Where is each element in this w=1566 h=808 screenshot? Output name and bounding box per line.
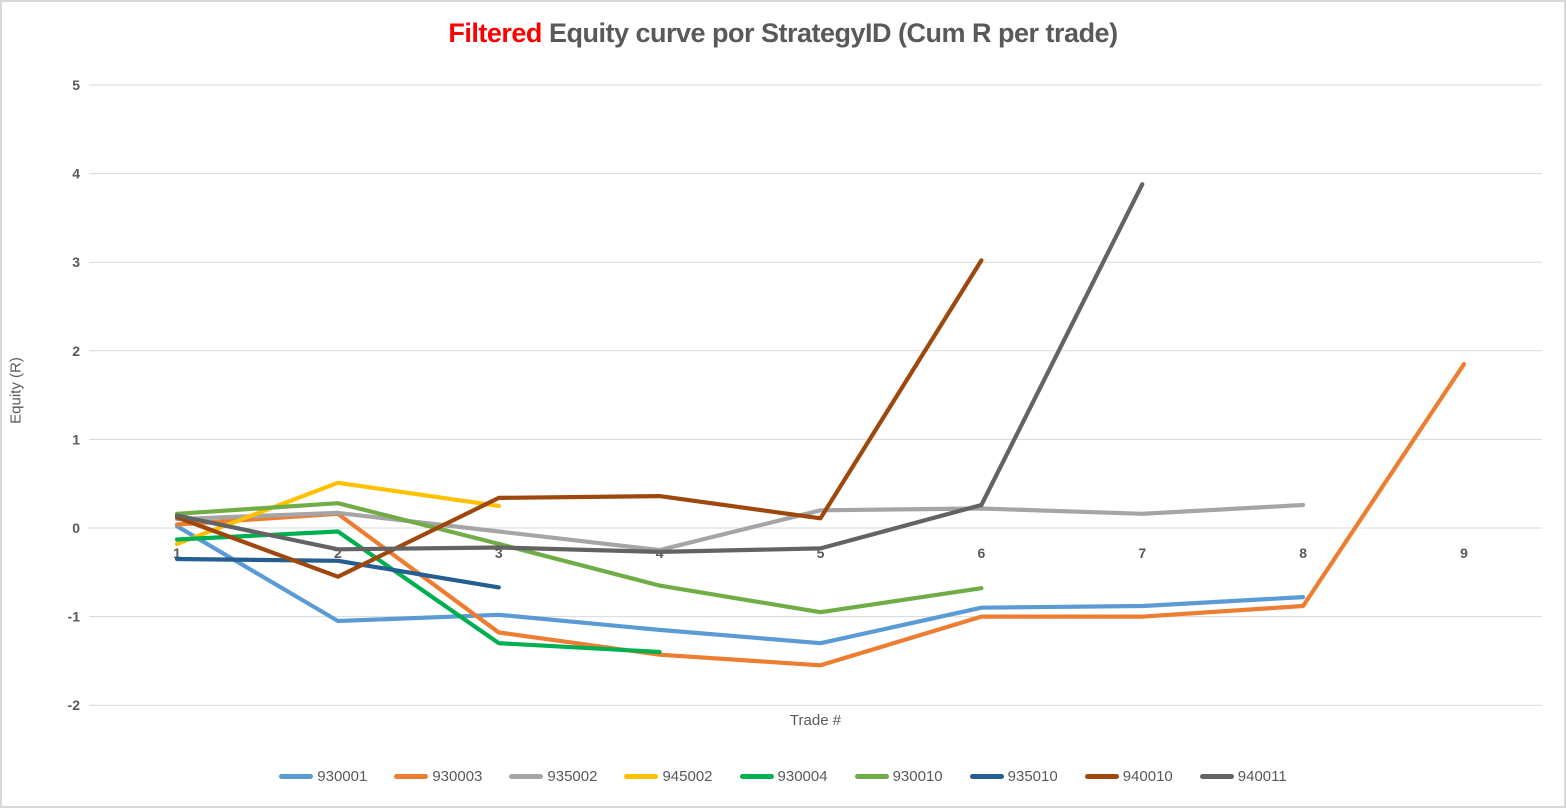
legend-label-940011: 940011: [1237, 768, 1287, 785]
series-line-930004: [174, 529, 662, 655]
legend-item-940011: 940011: [1199, 768, 1287, 785]
legend-item-935010: 935010: [969, 768, 1058, 785]
legend-swatch-935010: [969, 774, 1004, 779]
title-text: Equity curve por StrategyID (Cum R per t…: [548, 18, 1118, 48]
y-tick-label-4: 4: [72, 166, 80, 182]
legend-label-930003: 930003: [432, 768, 483, 785]
legend-label-935010: 935010: [1007, 768, 1058, 785]
y-tick-label-5: 5: [72, 77, 80, 93]
legend-label-945002: 945002: [662, 768, 713, 785]
legend-label-930004: 930004: [777, 768, 828, 785]
legend-item-930001: 930001: [279, 768, 367, 785]
legend-swatch-945002: [624, 774, 659, 779]
x-tick-label-7: 7: [1138, 545, 1146, 561]
series-line-935010: [174, 556, 501, 590]
series-line-945002: [174, 480, 501, 546]
y-tick-label--2: -2: [68, 697, 81, 713]
legend-item-930003: 930003: [394, 768, 482, 785]
x-tick-label-2: 2: [334, 545, 342, 561]
series-line-935002: [174, 502, 1306, 553]
x-tick-label-9: 9: [1460, 545, 1468, 561]
title-highlight: Filtered: [448, 18, 542, 48]
series-line-940011: [174, 182, 1145, 554]
legend-item-945002: 945002: [624, 768, 713, 785]
x-tick-label-5: 5: [817, 545, 825, 561]
legend-label-930001: 930001: [317, 768, 368, 785]
y-tick-label-0: 0: [72, 520, 80, 536]
legend-item-930004: 930004: [739, 768, 828, 785]
legend-label-935002: 935002: [547, 768, 598, 785]
chart-title: Filtered Equity curve por StrategyID (Cu…: [2, 18, 1564, 49]
y-tick-label-1: 1: [72, 431, 80, 447]
x-tick-label-3: 3: [495, 545, 503, 561]
x-tick-label-6: 6: [977, 545, 985, 561]
legend-swatch-940011: [1199, 774, 1234, 779]
legend-item-930010: 930010: [854, 768, 943, 785]
series-line-930001: [174, 524, 1306, 646]
legend: 930001 930003 935002 945002 930004 930010 9350…: [2, 768, 1564, 785]
legend-swatch-935002: [509, 774, 544, 779]
series-line-940010: [174, 258, 984, 579]
legend-item-940010: 940010: [1084, 768, 1173, 785]
series-line-930003: [174, 362, 1467, 668]
y-tick-label--1: -1: [68, 609, 81, 625]
legend-swatch-930003: [394, 774, 429, 779]
legend-swatch-930010: [854, 774, 889, 779]
legend-item-935002: 935002: [509, 768, 597, 785]
legend-label-930010: 930010: [892, 768, 943, 785]
x-tick-label-1: 1: [173, 545, 181, 561]
legend-swatch-940010: [1084, 774, 1119, 779]
legend-swatch-930004: [739, 774, 774, 779]
legend-swatch-930001: [279, 774, 314, 779]
y-tick-label-3: 3: [72, 254, 80, 270]
series-line-930010: [174, 501, 984, 615]
y-tick-label-2: 2: [72, 343, 80, 359]
x-axis-title: Trade #: [789, 712, 842, 729]
legend-label-940010: 940010: [1122, 768, 1173, 785]
x-tick-label-8: 8: [1299, 545, 1307, 561]
